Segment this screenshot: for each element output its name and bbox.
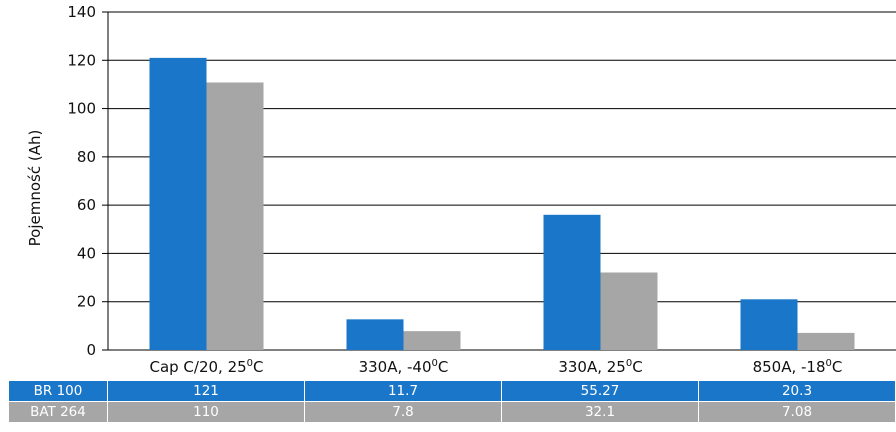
x-category-label: Cap C/20, 250C [149, 358, 263, 376]
bars [149, 57, 855, 351]
bar-bat-264 [600, 272, 658, 350]
bar-chart: Pojemność (Ah) 0 20 40 60 80 100 120 140 Cap C/… [26, 3, 896, 376]
y-tick-label: 40 [77, 244, 96, 262]
bar-bat-264 [206, 82, 264, 351]
table-cell: 121 [107, 380, 305, 402]
x-axis-categories: Cap C/20, 250C 330A, -400C 330A, 250C 850A,… [149, 358, 842, 376]
table-cell: 7.08 [698, 401, 896, 423]
table-row: BAT 264 110 7.8 32.1 7.08 [8, 401, 896, 423]
table-cell: 11.7 [304, 380, 502, 402]
y-tick-label: 120 [67, 51, 96, 69]
series-name: BR 100 [8, 380, 108, 402]
bar-br-100 [543, 214, 601, 350]
table-cell: 110 [107, 401, 305, 423]
table-cell: 20.3 [698, 380, 896, 402]
y-tick-label: 0 [86, 341, 96, 359]
table-cell: 55.27 [501, 380, 699, 402]
y-tick-label: 100 [67, 100, 96, 118]
y-axis-ticks: 0 20 40 60 80 100 120 140 [67, 3, 108, 359]
y-tick-label: 20 [77, 293, 96, 311]
bar-bat-264 [403, 331, 461, 350]
y-tick-label: 140 [67, 3, 96, 21]
x-category-label: 850A, -180C [753, 358, 843, 376]
bar-bat-264 [797, 332, 855, 350]
x-category-label: 330A, 250C [558, 358, 642, 376]
data-table: BR 100 121 11.7 55.27 20.3 BAT 264 110 7.8 32.1 7… [8, 380, 896, 423]
bar-br-100 [149, 57, 207, 350]
table-cell: 32.1 [501, 401, 699, 423]
bar-br-100 [346, 319, 404, 350]
table-cell: 7.8 [304, 401, 502, 423]
series-name: BAT 264 [8, 401, 108, 423]
x-category-label: 330A, -400C [359, 358, 449, 376]
bar-br-100 [740, 299, 798, 350]
y-tick-label: 80 [77, 148, 96, 166]
y-axis-label: Pojemność (Ah) [26, 130, 44, 247]
table-row: BR 100 121 11.7 55.27 20.3 [8, 380, 896, 402]
y-tick-label: 60 [77, 196, 96, 214]
